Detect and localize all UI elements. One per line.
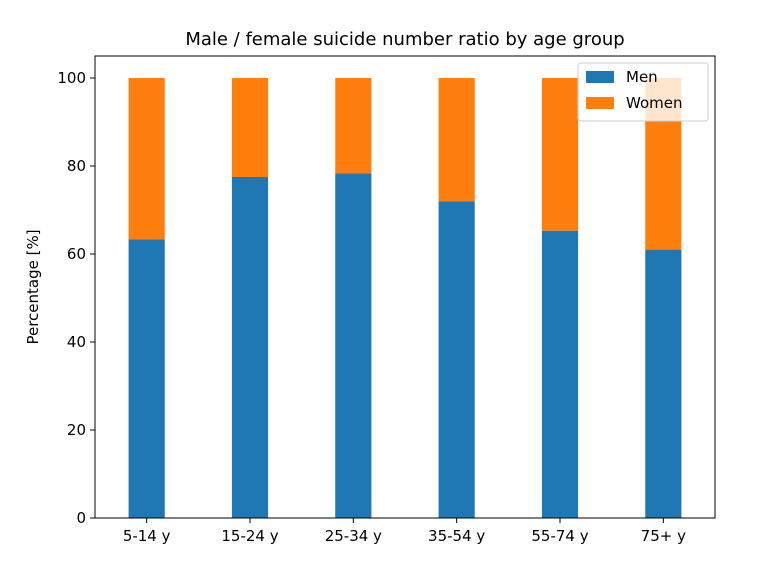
- bar-men-0: [128, 239, 165, 519]
- y-tick-label: 80: [67, 157, 86, 175]
- plot-frame: [94, 55, 716, 519]
- bar-women-4: [541, 78, 579, 231]
- x-tick-label: 15-24 y: [221, 527, 278, 545]
- legend: Men Women: [577, 62, 709, 122]
- legend-label-women: Women: [626, 94, 682, 112]
- x-tick-label: 25-34 y: [325, 527, 382, 545]
- x-tick-label: 5-14 y: [123, 527, 171, 545]
- bar-men-5: [645, 249, 682, 518]
- bar-women-1: [231, 78, 269, 177]
- legend-swatch-men: [586, 71, 614, 83]
- bar-men-3: [438, 201, 475, 518]
- y-tick-label: 0: [76, 509, 86, 527]
- x-tick-label: 75+ y: [641, 527, 686, 545]
- y-axis: 0 20 40 60 80 100: [57, 69, 95, 527]
- x-axis: 5-14 y 15-24 y 25-34 y 35-54 y 55-74 y 75+ y: [123, 518, 686, 545]
- y-axis-label: Percentage [%]: [24, 229, 42, 344]
- bar-men-4: [541, 230, 579, 518]
- bar-women-2: [335, 78, 372, 174]
- bar-men-1: [231, 177, 269, 518]
- bars-layer: [128, 78, 682, 519]
- y-tick-label: 60: [67, 245, 86, 263]
- chart-title: Male / female suicide number ratio by ag…: [185, 29, 624, 50]
- x-tick-label: 55-74 y: [531, 527, 588, 545]
- y-tick-label: 100: [57, 69, 86, 87]
- bar-men-2: [335, 173, 372, 519]
- bar-women-3: [438, 78, 475, 202]
- legend-swatch-women: [586, 97, 614, 109]
- bar-women-0: [128, 78, 165, 240]
- x-tick-label: 35-54 y: [428, 527, 485, 545]
- legend-label-men: Men: [626, 68, 658, 86]
- y-tick-label: 20: [67, 421, 86, 439]
- y-tick-label: 40: [67, 333, 86, 351]
